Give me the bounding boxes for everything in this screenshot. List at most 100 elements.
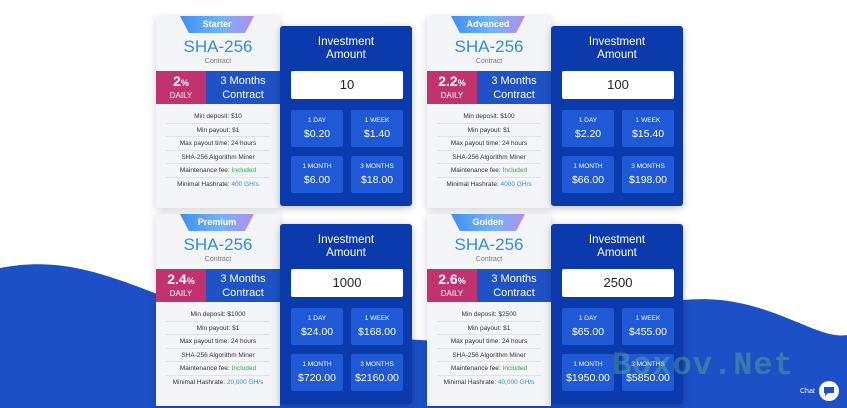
plan-card-advanced: Advanced SHA-256 Contract 2.2% DAILY 3 M…	[427, 16, 687, 210]
earning-1-week: 1 WEEK $1.40	[351, 110, 403, 147]
daily-rate-unit: %	[186, 276, 195, 286]
spec-value: 400 GH/s	[231, 180, 259, 188]
earning-3-months: 3 MONTHS $2160.00	[351, 354, 403, 391]
plan-summary-panel: Golden SHA-256 Contract 2.6% DAILY 3 Mon…	[427, 214, 551, 406]
investment-amount-field[interactable]: 10	[291, 71, 403, 99]
spec-maintenance-fee: Maintenance fee: Included	[166, 164, 270, 178]
spec-min-payout: Min payout: $1	[437, 322, 541, 335]
plan-contract-label: Contract	[204, 256, 232, 263]
daily-rate-badge: 2.2% DAILY	[427, 71, 477, 104]
spec-value: 40,000 GH/s	[497, 378, 535, 386]
earning-value: $65.00	[571, 326, 605, 338]
daily-rate-value: 2.6	[438, 271, 458, 287]
plan-card-golden: Golden SHA-256 Contract 2.6% DAILY 3 Mon…	[427, 214, 687, 408]
contract-term-line2: Contract	[493, 89, 535, 101]
plan-ribbon: Premium	[180, 214, 254, 231]
investment-amount-field[interactable]: 1000	[291, 269, 403, 297]
daily-rate-badge: 2.4% DAILY	[156, 269, 206, 302]
chat-label: Chat	[800, 387, 815, 395]
investment-panel: Investment Amount 10 1 DAY $0.20 1 WEEK $1…	[280, 26, 412, 206]
spec-value: Included	[502, 167, 528, 174]
plan-specs-list: Min deposit: $2500 Min payout: $1 Max pa…	[437, 308, 541, 389]
spec-value: Included	[231, 365, 257, 372]
investment-amount-field[interactable]: 2500	[562, 269, 674, 297]
earning-1-month: 1 MONTH $6.00	[291, 156, 343, 193]
earning-period: 1 DAY	[307, 315, 327, 322]
earning-value: $5850.00	[626, 372, 670, 384]
earning-period: 3 MONTHS	[631, 163, 665, 170]
plan-summary-panel: Premium SHA-256 Contract 2.4% DAILY 3 Mo…	[156, 214, 280, 406]
contract-term: 3 Months Contract	[477, 269, 551, 302]
plan-specs-list: Min deposit: $100 Min payout: $1 Max pay…	[437, 110, 541, 191]
investment-title-line2: Amount	[326, 49, 366, 61]
earning-value: $6.00	[303, 174, 331, 186]
spec-algorithm-miner: SHA-256 Algorithm Miner	[166, 151, 270, 164]
investment-panel: Investment Amount 1000 1 DAY $24.00 1 WEE…	[280, 224, 412, 404]
plan-algorithm: SHA-256	[183, 235, 253, 254]
watermark: Boxov.Net	[612, 347, 794, 384]
spec-max-payout-time: Max payout time: 24 hours	[166, 335, 270, 349]
daily-label: DAILY	[169, 91, 193, 100]
contract-term-line2: Contract	[222, 89, 264, 101]
daily-rate-unit: %	[457, 78, 466, 88]
daily-rate-value: 2.4	[167, 271, 187, 287]
plan-contract-label: Contract	[204, 58, 232, 65]
investment-amount-field[interactable]: 100	[562, 71, 674, 99]
investment-title-line2: Amount	[326, 247, 366, 259]
spec-minimal-hashrate: Minimal Hashrate: 4000 GH/s	[437, 178, 541, 192]
spec-minimal-hashrate: Minimal Hashrate: 20,000 GH/s	[166, 376, 270, 390]
plan-summary-panel: Advanced SHA-256 Contract 2.2% DAILY 3 M…	[427, 16, 551, 208]
chat-widget[interactable]: Chat	[800, 381, 839, 401]
earning-value: $18.00	[360, 174, 394, 186]
plan-summary-panel: Starter SHA-256 Contract 2% DAILY 3 Mont…	[156, 16, 280, 208]
earning-value: $24.00	[300, 326, 334, 338]
earning-period: 3 MONTHS	[360, 163, 394, 170]
chat-bubble-icon[interactable]	[818, 381, 839, 401]
investment-title-line1: Investment	[588, 234, 646, 246]
contract-term: 3 Months Contract	[206, 269, 280, 302]
daily-rate-value: 2	[173, 73, 181, 89]
daily-label: DAILY	[440, 91, 464, 100]
spec-label: Minimal Hashrate:	[443, 378, 498, 386]
earning-period: 1 WEEK	[364, 315, 390, 322]
spec-minimal-hashrate: Minimal Hashrate: 40,000 GH/s	[437, 376, 541, 390]
investment-title-line1: Investment	[588, 36, 646, 48]
earning-3-months: 3 MONTHS $5850.00	[622, 354, 674, 391]
spec-min-payout: Min payout: $1	[166, 124, 270, 137]
earning-value: $1950.00	[566, 372, 610, 384]
spec-maintenance-fee: Maintenance fee: Included	[166, 362, 270, 376]
earning-value: $15.40	[631, 128, 665, 140]
spec-label: Maintenance fee:	[450, 365, 503, 372]
spec-min-deposit: Min deposit: $1000	[166, 308, 270, 322]
investment-title-line1: Investment	[317, 36, 375, 48]
earning-period: 1 DAY	[307, 117, 327, 124]
earning-1-day: 1 DAY $24.00	[291, 308, 343, 345]
spec-label: Maintenance fee:	[179, 167, 232, 174]
contract-term-line2: Contract	[493, 287, 535, 299]
spec-value: 4000 GH/s	[500, 180, 532, 188]
plan-algorithm: SHA-256	[454, 235, 524, 254]
earning-period: 3 MONTHS	[360, 361, 394, 368]
spec-maintenance-fee: Maintenance fee: Included	[437, 164, 541, 178]
spec-min-payout: Min payout: $1	[166, 322, 270, 335]
earning-period: 1 DAY	[578, 117, 598, 124]
earning-period: 3 MONTHS	[631, 361, 665, 368]
spec-label: Minimal Hashrate:	[446, 180, 501, 188]
earning-3-months: 3 MONTHS $18.00	[351, 156, 403, 193]
spec-min-payout: Min payout: $1	[437, 124, 541, 137]
earning-1-month: 1 MONTH $66.00	[562, 156, 614, 193]
contract-term-line1: 3 Months	[220, 75, 266, 87]
earning-value: $0.20	[303, 128, 331, 140]
spec-algorithm-miner: SHA-256 Algorithm Miner	[437, 151, 541, 164]
investment-amount-title: Investment Amount	[280, 36, 412, 62]
earning-value: $720.00	[298, 372, 336, 384]
contract-term: 3 Months Contract	[477, 71, 551, 104]
plan-ribbon: Golden	[451, 214, 525, 231]
plan-algorithm: SHA-256	[183, 37, 253, 56]
spec-label: Minimal Hashrate:	[172, 378, 227, 386]
daily-rate-badge: 2% DAILY	[156, 71, 206, 104]
plan-card-premium: Premium SHA-256 Contract 2.4% DAILY 3 Mo…	[156, 214, 416, 408]
earning-value: $66.00	[571, 174, 605, 186]
spec-label: Maintenance fee:	[450, 167, 503, 174]
daily-rate-unit: %	[457, 276, 466, 286]
